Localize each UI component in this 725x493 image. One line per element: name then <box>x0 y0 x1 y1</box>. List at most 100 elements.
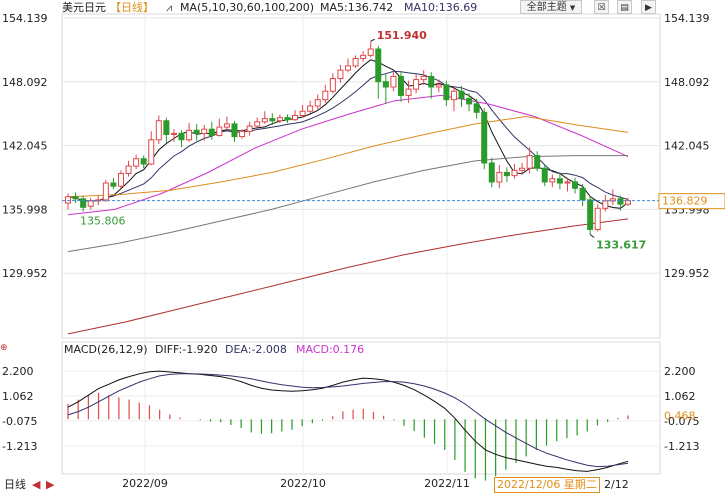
candle-body <box>541 167 548 183</box>
candle-body <box>148 139 155 165</box>
candle-body <box>413 79 420 90</box>
footer-scroll-right-icon[interactable]: ▶ <box>46 478 55 491</box>
ma30-line <box>67 94 629 216</box>
low-pointer <box>589 234 595 238</box>
candle-body <box>360 54 367 60</box>
candle-body <box>140 158 147 165</box>
settings-icon-button[interactable]: ▤ <box>617 0 632 14</box>
price-tick-right: 148.092 <box>664 76 710 89</box>
candle-body <box>246 125 253 132</box>
candle-body <box>587 199 594 230</box>
chevron-down-icon: ▼ <box>569 4 576 12</box>
candle-body <box>572 181 579 189</box>
macd-dea-value: DEA:-2.008 <box>225 343 287 356</box>
candle-body <box>163 120 170 135</box>
candle-body <box>579 187 586 201</box>
price-tick-left: 135.998 <box>2 203 48 216</box>
candle-body <box>155 120 162 141</box>
theme-select-label: 全部主题 <box>526 2 567 13</box>
candle-body <box>269 118 276 122</box>
candle-body <box>367 48 374 56</box>
macd-parameters: MACD(26,12,9) <box>64 343 148 356</box>
candle-body <box>473 103 480 113</box>
macd-diff-value: DIFF:-1.920 <box>155 343 218 356</box>
candle-body <box>307 105 314 112</box>
cursor-date-box: 2022/12/06 星期二 <box>494 477 600 493</box>
date-tick-label: 2022/10 <box>280 477 326 490</box>
price-tick-right: 154.139 <box>664 12 710 25</box>
candle-body <box>193 129 200 134</box>
checkbox-icon-button[interactable]: ☒ <box>594 0 609 14</box>
candle-body <box>102 182 109 201</box>
ma-chart-icon[interactable]: ⩘ <box>166 1 173 14</box>
candle-body <box>329 78 336 92</box>
candle-body <box>382 81 389 88</box>
macd-dea-line <box>67 373 629 468</box>
price-panel-frame <box>61 13 661 339</box>
candle-body <box>208 128 215 137</box>
candle-body <box>503 171 510 177</box>
candle-body <box>458 90 465 100</box>
macd-tick-right: -0.075 <box>664 415 699 428</box>
candle-body <box>519 167 526 171</box>
price-tick-left: 148.092 <box>2 76 48 89</box>
candle-body <box>443 84 450 101</box>
macd-current-label: 0.468 <box>664 409 696 422</box>
price-tick-right: 142.045 <box>664 140 710 153</box>
macd-tick-left: -0.075 <box>2 415 37 428</box>
candle-body <box>276 117 283 122</box>
date-tick-label: 2022/11 <box>424 477 470 490</box>
candle-body <box>352 58 359 67</box>
candle-body <box>534 155 541 169</box>
current-price-label: 136.829 <box>662 195 708 208</box>
candle-body <box>254 121 261 127</box>
candle-body <box>602 200 609 209</box>
candle-body <box>428 75 435 88</box>
candle-body <box>223 123 230 128</box>
ma-parameters: MA(5,10,30,60,100,200) <box>180 1 315 14</box>
macd-diff-line <box>67 370 629 472</box>
candle-body <box>178 132 185 141</box>
macd-panel-frame <box>61 341 661 475</box>
candle-body <box>299 110 306 116</box>
candle-body <box>397 75 404 96</box>
macd-tick-left: 1.062 <box>2 390 34 403</box>
candle-body <box>87 200 94 207</box>
macd-tick-left: -1.213 <box>2 440 37 453</box>
candle-body <box>496 171 503 183</box>
period-tag[interactable]: 【日线】 <box>110 1 154 14</box>
high-annotation: 151.940 <box>377 29 427 42</box>
scroll-arrow-button[interactable]: ▶ <box>641 0 656 14</box>
candle-body <box>617 198 624 205</box>
symbol-name: 美元日元 <box>62 1 106 14</box>
candle-body <box>133 158 140 167</box>
price-tick-left: 142.045 <box>2 140 48 153</box>
candle-body <box>450 90 457 101</box>
candle-body <box>314 99 321 107</box>
theme-select[interactable]: 全部主题 ▼ <box>520 0 582 14</box>
ma5-value: MA5:136.742 <box>320 1 394 14</box>
macd-tick-left: 2.200 <box>2 365 34 378</box>
low-annotation: 133.617 <box>596 239 646 252</box>
price-tick-left: 129.952 <box>2 267 48 280</box>
date-tick-label: 2022/09 <box>122 477 168 490</box>
candle-body <box>488 162 495 183</box>
crosshair-icon[interactable]: ⊕ <box>0 343 8 353</box>
candle-body <box>390 75 397 88</box>
candle-body <box>594 207 601 230</box>
candle-body <box>564 181 571 184</box>
candle-body <box>284 117 291 121</box>
candle-body <box>292 114 299 121</box>
candle-body <box>216 126 223 137</box>
early-low-annotation: 135.806 <box>80 214 126 227</box>
candle-body <box>186 129 193 141</box>
candle-body <box>466 98 473 105</box>
period-label[interactable]: 日线 <box>4 478 26 491</box>
candle-body <box>526 155 533 169</box>
candle-body <box>405 88 412 96</box>
candle-body <box>170 132 177 135</box>
candle-body <box>239 130 246 138</box>
candle-body <box>625 200 631 205</box>
footer-scroll-left-icon[interactable]: ◀ <box>32 478 41 491</box>
